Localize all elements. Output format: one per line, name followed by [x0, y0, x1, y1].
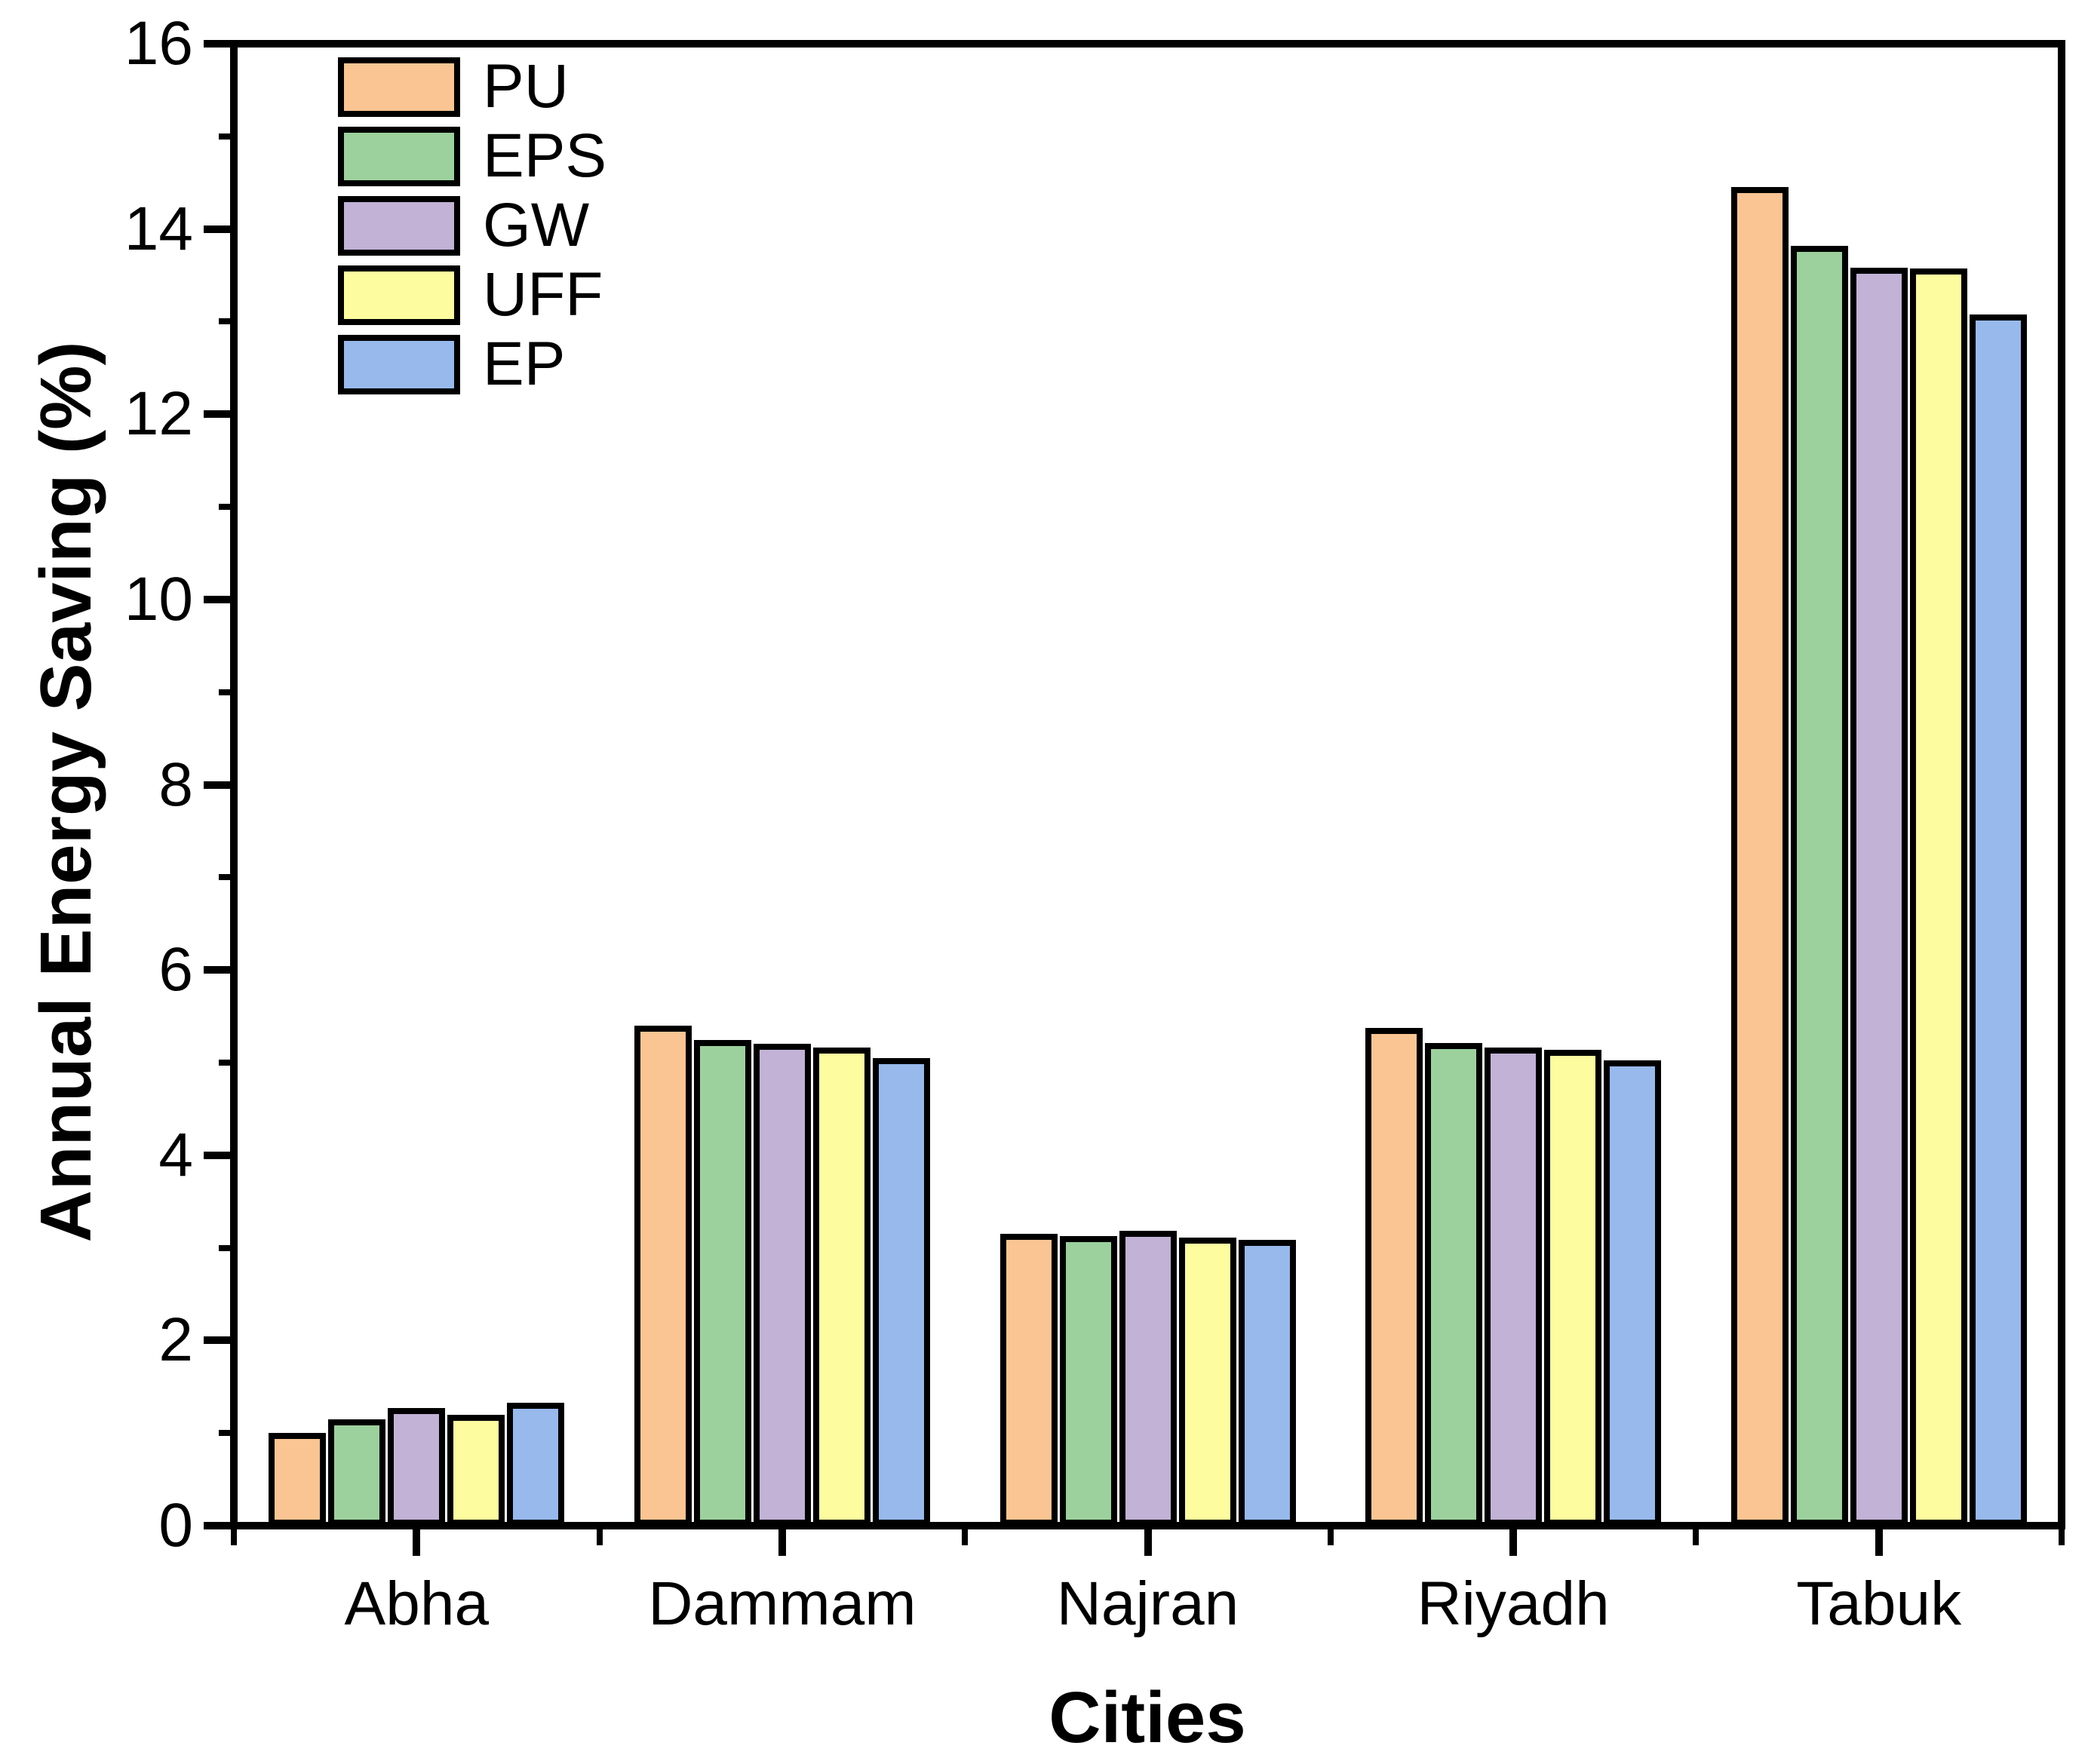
x-axis-major-tick [1875, 1526, 1883, 1556]
bar-ep-dammam [872, 1057, 930, 1526]
y-axis-minor-tick [219, 318, 234, 325]
y-axis-major-tick [204, 1336, 234, 1345]
legend-swatch-eps [338, 127, 460, 186]
y-axis-minor-tick [219, 874, 234, 881]
bar-uff-tabuk [1909, 268, 1967, 1526]
bar-pu-dammam [634, 1025, 692, 1526]
y-axis-major-tick [204, 225, 234, 233]
y-axis-tick-label: 4 [158, 1120, 193, 1189]
x-axis-category-label: Abha [344, 1569, 490, 1638]
bar-gw-abha [388, 1408, 446, 1526]
y-axis-major-tick [204, 410, 234, 419]
legend-swatch-pu [338, 57, 460, 117]
y-axis-minor-tick [219, 504, 234, 511]
bar-eps-riyadh [1425, 1043, 1483, 1526]
bar-eps-najran [1059, 1235, 1117, 1526]
y-axis-tick-label: 14 [124, 194, 193, 263]
bar-gw-najran [1119, 1231, 1177, 1526]
bar-eps-abha [328, 1419, 386, 1526]
y-axis-major-tick [204, 40, 234, 48]
y-axis-tick-label: 2 [158, 1305, 193, 1375]
y-axis-minor-tick [219, 1059, 234, 1066]
x-axis-minor-tick [1327, 1526, 1334, 1545]
bar-uff-riyadh [1544, 1049, 1602, 1526]
y-axis-tick-label: 10 [124, 564, 193, 634]
bar-pu-najran [999, 1234, 1058, 1526]
x-axis-category-label: Dammam [648, 1569, 917, 1638]
x-axis-major-tick [778, 1526, 786, 1556]
bar-ep-riyadh [1604, 1060, 1662, 1526]
x-axis-minor-tick [962, 1526, 969, 1545]
y-axis-minor-tick [219, 689, 234, 695]
bar-uff-najran [1178, 1238, 1236, 1526]
y-axis-major-tick [204, 1151, 234, 1159]
x-axis-major-tick [413, 1526, 421, 1556]
bar-eps-dammam [693, 1040, 751, 1526]
legend-swatch-ep [338, 335, 460, 394]
bar-pu-abha [269, 1433, 327, 1526]
x-axis-major-tick [1509, 1526, 1518, 1556]
legend-label-pu: PU [483, 52, 569, 121]
bar-eps-tabuk [1790, 245, 1848, 1526]
y-axis-tick-label: 0 [158, 1491, 193, 1560]
x-axis-category-label: Riyadh [1417, 1569, 1610, 1638]
x-axis-title: Cities [1049, 1677, 1246, 1758]
bar-gw-riyadh [1485, 1048, 1543, 1526]
bar-pu-tabuk [1730, 187, 1789, 1526]
x-axis-category-label: Najran [1056, 1569, 1239, 1638]
y-axis-major-tick [204, 595, 234, 603]
y-axis-major-tick [204, 781, 234, 789]
y-axis-tick-label: 16 [124, 9, 193, 78]
x-axis-minor-tick [596, 1526, 603, 1545]
bar-ep-abha [507, 1402, 565, 1526]
bar-ep-najran [1238, 1239, 1296, 1526]
legend-label-eps: EPS [483, 121, 607, 190]
y-axis-tick-label: 6 [158, 935, 193, 1005]
y-axis-minor-tick [219, 1244, 234, 1251]
legend-swatch-uff [338, 265, 460, 325]
x-axis-category-label: Tabuk [1796, 1569, 1962, 1638]
legend-label-gw: GW [483, 191, 590, 259]
y-axis-major-tick [204, 1522, 234, 1529]
legend-swatch-gw [338, 196, 460, 256]
legend-label-ep: EP [483, 330, 566, 398]
x-axis-major-tick [1144, 1526, 1152, 1556]
y-axis-tick-label: 12 [124, 379, 193, 449]
bar-gw-tabuk [1850, 268, 1908, 1526]
bar-uff-abha [447, 1414, 505, 1526]
x-axis-minor-tick [231, 1526, 237, 1545]
x-axis-minor-tick [1693, 1526, 1700, 1545]
y-axis-minor-tick [219, 133, 234, 140]
x-axis-minor-tick [2059, 1526, 2065, 1545]
bar-ep-tabuk [1969, 314, 2027, 1526]
bar-uff-dammam [812, 1048, 871, 1526]
y-axis-minor-tick [219, 1430, 234, 1437]
bar-gw-dammam [753, 1044, 811, 1526]
y-axis-tick-label: 8 [158, 750, 193, 819]
y-axis-major-tick [204, 966, 234, 974]
bar-pu-riyadh [1365, 1028, 1423, 1526]
legend-label-uff: UFF [483, 260, 603, 329]
